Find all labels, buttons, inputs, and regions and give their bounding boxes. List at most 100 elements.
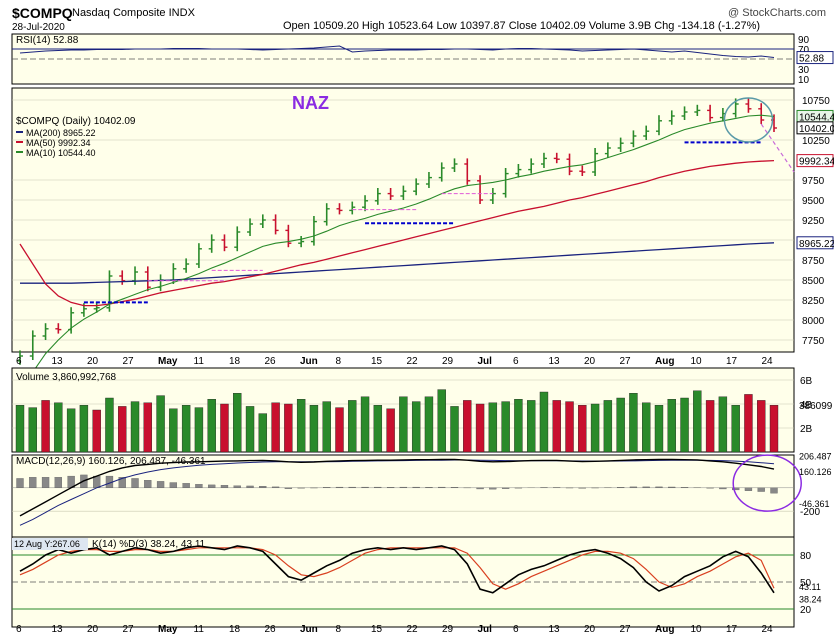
macd-panel: [11, 454, 795, 538]
macd-hist-bar: [16, 478, 24, 488]
price-circle: [723, 97, 774, 143]
volume-bar: [54, 402, 63, 453]
volume-bar: [245, 406, 255, 453]
volume-bar: [590, 403, 600, 453]
macd-hist-bar: [476, 487, 484, 490]
macd-right-label: 206.487: [799, 452, 832, 462]
legend-label: MA(50) 9992.34: [26, 138, 91, 148]
macd-hist-bar: [118, 477, 126, 488]
x-tick-bottom: 17: [726, 624, 738, 635]
volume-bar: [220, 403, 229, 453]
x-tick-bottom: 20: [87, 624, 99, 635]
macd-right-label: -46.361: [799, 499, 830, 509]
volume-bar: [450, 406, 459, 453]
macd-hist-bar: [93, 475, 101, 488]
price-tick: 10250: [802, 136, 830, 147]
price-tick: 8750: [802, 256, 825, 267]
x-tick: 20: [584, 356, 596, 367]
volume-tick: 2B: [800, 424, 813, 435]
x-tick-bottom: 8: [336, 624, 342, 635]
macd-right-label: 160.126: [799, 467, 832, 477]
x-tick-bottom: Jul: [478, 624, 493, 635]
macd-hist-bar: [412, 486, 420, 488]
right-label-box: [796, 121, 834, 135]
macd-hist-bar: [668, 486, 676, 488]
volume-bar: [705, 400, 715, 453]
x-tick-bottom: 11: [194, 624, 205, 635]
volume-bar: [143, 402, 152, 453]
x-tick-bottom: 13: [52, 624, 64, 635]
volume-title: Volume 3,860,992,768: [16, 372, 117, 383]
x-tick-bottom: 6: [16, 624, 22, 635]
volume-bar: [181, 405, 191, 453]
x-tick-bottom: 27: [620, 624, 632, 635]
volume-bar: [552, 400, 561, 453]
projection-line: [760, 123, 795, 173]
x-tick: 29: [442, 356, 454, 367]
x-tick-bottom: May: [158, 624, 178, 635]
right-label: 10544.4: [799, 112, 834, 123]
stoch-tick: 20: [800, 605, 812, 616]
rsi-tick: 10: [798, 75, 810, 86]
volume-bar: [322, 401, 331, 453]
x-tick: 27: [123, 356, 135, 367]
volume-bar: [578, 405, 587, 453]
right-label: 10402.0: [799, 124, 834, 135]
volume-bar: [603, 400, 613, 453]
volume-bar: [565, 401, 574, 453]
x-tick: 8: [336, 356, 342, 367]
volume-bar: [41, 400, 50, 453]
macd-hist-bar: [195, 484, 203, 488]
stoch-k-line: [19, 545, 775, 594]
macd-hist-bar: [438, 486, 446, 488]
volume-bar: [194, 407, 204, 453]
x-tick-bottom: 29: [442, 624, 454, 635]
stoch-title: K(14) %D(3) 38.24, 43.11: [92, 539, 206, 550]
price-tick: 10750: [802, 96, 830, 107]
volume-bar: [207, 399, 216, 453]
x-tick: 10: [691, 356, 703, 367]
chart-date: 28-Jul-2020: [12, 22, 65, 33]
right-label: 8965.22: [799, 239, 834, 250]
volume-bar: [309, 405, 319, 453]
rsi-line: [19, 45, 775, 58]
volume-bar: [718, 396, 728, 453]
x-tick: 17: [726, 356, 738, 367]
macd-hist-bar: [629, 486, 638, 488]
price-tick: 9250: [802, 216, 825, 227]
macd-circle: [732, 454, 802, 512]
macd-hist-bar: [246, 485, 254, 488]
macd-hist-bar: [719, 487, 727, 490]
price-tick: 8500: [802, 276, 825, 287]
volume-bar: [296, 399, 306, 453]
x-tick-bottom: 13: [549, 624, 561, 635]
x-tick-bottom: Aug: [655, 624, 674, 635]
date-label: 12 Aug Y:267.06: [14, 539, 80, 549]
volume-bar: [731, 405, 740, 453]
right-label-box: [796, 236, 834, 250]
price-tick: 9500: [802, 196, 825, 207]
macd-hist-bar: [770, 487, 778, 494]
legend-label: MA(200) 8965.22: [26, 128, 96, 138]
stoch-right-label: 38.24: [799, 595, 822, 605]
naz-annotation: NAZ: [292, 93, 329, 113]
watermark: @ StockCharts.com: [728, 7, 826, 19]
x-tick: 22: [407, 356, 419, 367]
volume-bar: [66, 408, 76, 453]
volume-bar: [514, 399, 523, 453]
macd-hist-bar: [259, 486, 267, 488]
macd-hist-bar: [399, 486, 408, 488]
volume-bar: [642, 402, 651, 453]
ohlc-line: Open 10509.20 High 10523.64 Low 10397.87…: [283, 20, 760, 32]
volume-bar: [693, 390, 702, 453]
rsi-tick: 70: [798, 45, 810, 56]
macd-hist-bar: [386, 487, 395, 488]
volume-bar: [373, 405, 383, 453]
x-tick: 18: [229, 356, 241, 367]
macd-hist-bar: [54, 477, 62, 488]
volume-bar: [475, 403, 485, 453]
macd-hist-bar: [169, 482, 178, 488]
volume-bar: [284, 403, 293, 453]
x-tick: Jun: [300, 356, 318, 367]
